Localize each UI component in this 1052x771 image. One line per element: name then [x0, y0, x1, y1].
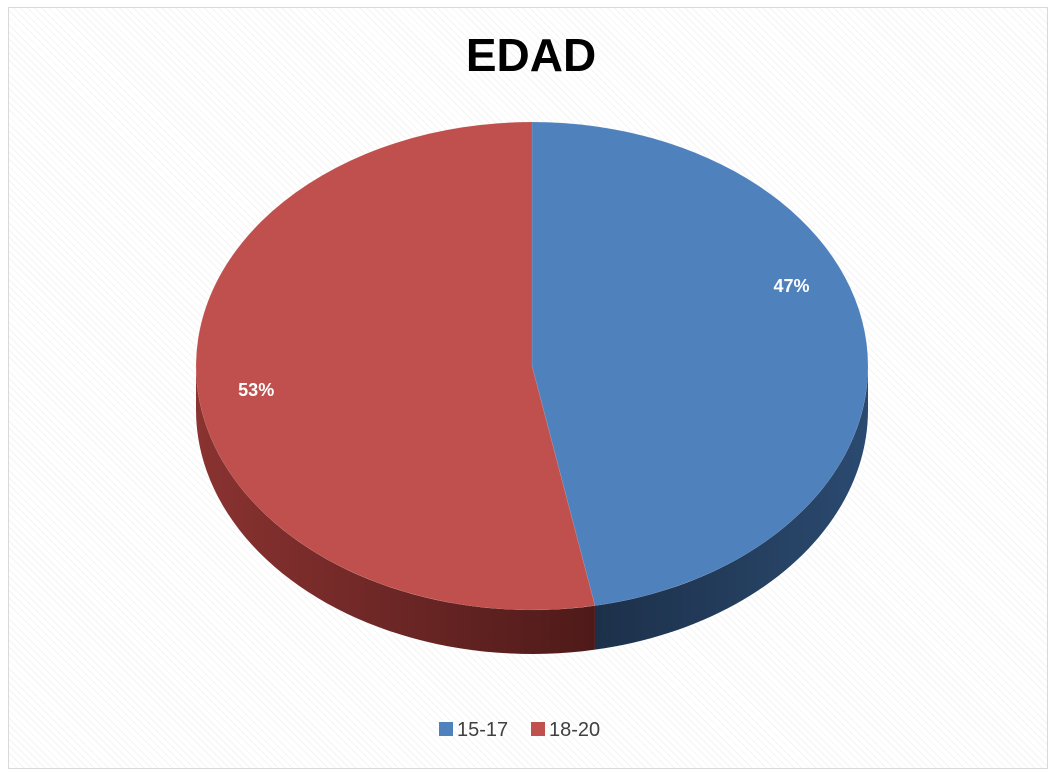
- legend: 15-17 18-20: [439, 719, 600, 741]
- pie-side-15-17: [594, 366, 868, 650]
- pie-slice-15-17: [531, 121, 869, 606]
- data-label-18-20: 53%: [238, 380, 274, 400]
- data-label-15-17: 47%: [773, 276, 809, 296]
- chart-title: EDAD: [466, 29, 596, 81]
- pie-side-18-20: [196, 366, 595, 654]
- legend-label-15-17: 15-17: [457, 719, 508, 741]
- data-labels: 47% 53%: [238, 276, 809, 400]
- pie-sides: [196, 366, 868, 654]
- pie-slice-18-20: [195, 121, 596, 611]
- legend-item-18-20: 18-20: [531, 719, 600, 741]
- pie-slices: [195, 121, 869, 611]
- legend-swatch-18-20: [531, 722, 545, 736]
- legend-item-15-17: 15-17: [439, 719, 508, 741]
- legend-label-18-20: 18-20: [549, 719, 600, 741]
- legend-swatch-15-17: [439, 722, 453, 736]
